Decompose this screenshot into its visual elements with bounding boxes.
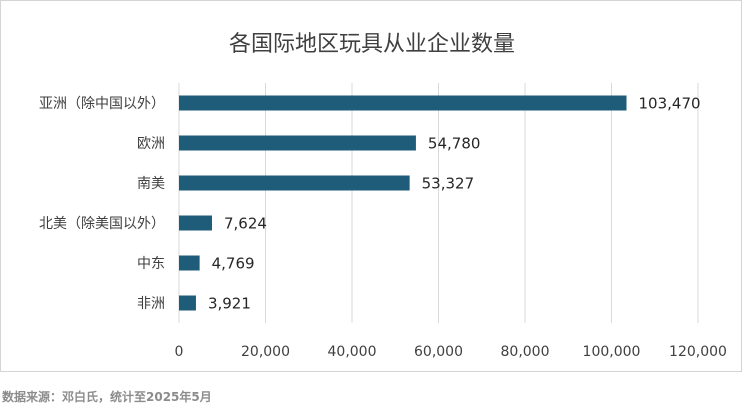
source-note: 数据来源：邓白氏，统计至2025年5月	[2, 390, 212, 404]
category-label: 中东	[137, 256, 165, 272]
bar-chart: 各国际地区玩具从业企业数量 103,470 54,780 53,327 7,624 4,…	[39, 32, 727, 360]
category-label: 亚洲（除中国以外）	[39, 96, 165, 112]
bar	[179, 95, 627, 111]
category-label: 北美（除美国以外）	[39, 216, 165, 232]
x-tick-label: 60,000	[414, 344, 463, 360]
bar	[179, 255, 200, 271]
x-axis-tick-labels: 0 20,000 40,000 60,000 80,000 100,000 120,000	[175, 344, 727, 360]
x-tick-label: 100,000	[583, 344, 641, 360]
bar	[179, 295, 196, 311]
x-tick-label: 80,000	[501, 344, 550, 360]
bar	[179, 135, 416, 151]
chart-title: 各国际地区玩具从业企业数量	[229, 32, 515, 57]
data-label: 103,470	[639, 95, 701, 113]
category-label: 欧洲	[137, 136, 165, 152]
bar	[179, 215, 212, 231]
data-label: 7,624	[224, 215, 267, 233]
gridlines	[178, 83, 699, 323]
data-label: 53,327	[422, 175, 475, 193]
data-labels: 103,470 54,780 53,327 7,624 4,769 3,921	[208, 95, 701, 313]
chart-frame: 各国际地区玩具从业企业数量 103,470 54,780 53,327 7,624 4,…	[0, 0, 742, 372]
x-tick-label: 0	[175, 344, 184, 360]
category-label: 非洲	[137, 296, 165, 312]
category-label: 南美	[137, 176, 165, 192]
bars	[179, 95, 627, 311]
data-label: 3,921	[208, 295, 251, 313]
data-label: 4,769	[212, 255, 255, 273]
x-tick-label: 20,000	[241, 344, 290, 360]
bar	[179, 175, 410, 191]
x-tick-label: 40,000	[328, 344, 377, 360]
x-tick-label: 120,000	[669, 344, 727, 360]
data-label: 54,780	[428, 135, 481, 153]
